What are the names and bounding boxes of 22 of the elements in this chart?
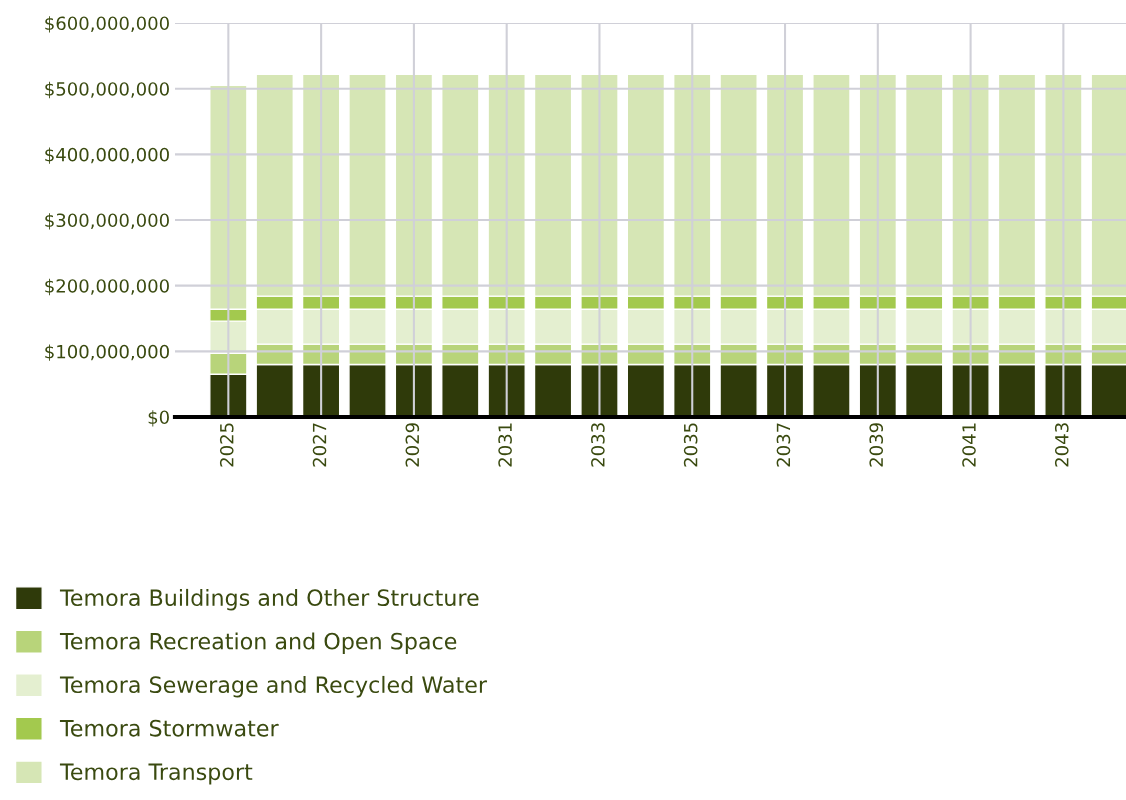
- legend-label: Temora Recreation and Open Space: [59, 632, 457, 654]
- y-tick-label: $600,000,000: [45, 16, 169, 33]
- x-tick-label: 2033: [591, 423, 605, 467]
- x-tick-label: 2041: [962, 423, 976, 467]
- y-tick-label: $300,000,000: [45, 213, 169, 230]
- y-tick-label: $200,000,000: [45, 278, 169, 296]
- legend-label: Temora Transport: [59, 763, 253, 785]
- legend-label: Temora Buildings and Other Structure: [59, 588, 479, 611]
- x-tick-label: 2027: [312, 423, 327, 467]
- x-tick-label: 2035: [683, 423, 698, 467]
- y-tick-label: $0: [148, 410, 169, 427]
- x-tick-label: 2039: [869, 423, 884, 467]
- x-tick-label: 2025: [219, 423, 234, 467]
- x-tick-label: 2031: [498, 423, 512, 467]
- y-tick-label: $100,000,000: [45, 344, 169, 361]
- x-tick-label: 2037: [776, 423, 791, 467]
- x-tick-label: 2029: [405, 423, 420, 467]
- y-tick-label: $400,000,000: [45, 147, 169, 164]
- legend-label: Temora Stormwater: [59, 719, 279, 737]
- y-tick-label: $500,000,000: [45, 81, 169, 99]
- legend-label: Temora Sewerage and Recycled Water: [59, 675, 488, 698]
- x-tick-label: 2043: [1054, 423, 1069, 467]
